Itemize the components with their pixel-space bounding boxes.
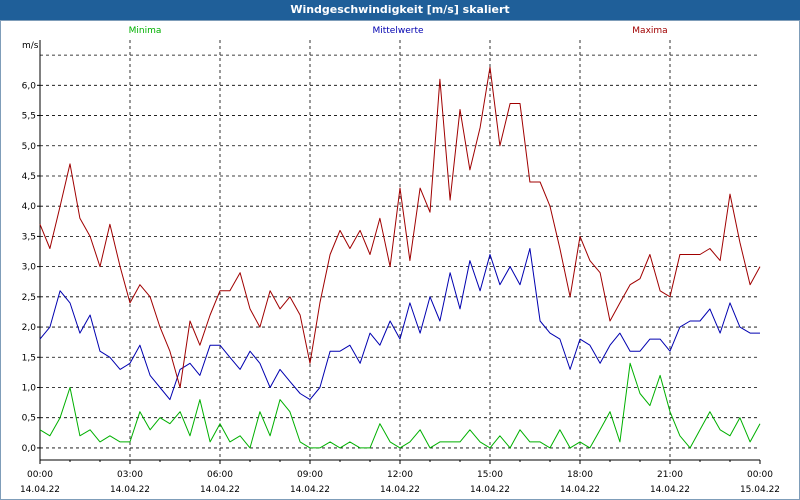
series-line-mittelwerte bbox=[39, 248, 760, 401]
y-tick-label: 3,0 bbox=[22, 263, 37, 273]
x-tick-time-label: 06:00 bbox=[207, 470, 233, 480]
y-tick-label: 0,5 bbox=[22, 414, 36, 424]
x-tick-date-label: 14.04.22 bbox=[290, 485, 330, 495]
y-tick-label: 1,0 bbox=[22, 383, 37, 393]
y-tick-label: 4,5 bbox=[22, 172, 36, 182]
x-tick-date-label: 14.04.22 bbox=[470, 485, 510, 495]
x-tick-date-label: 14.04.22 bbox=[650, 485, 690, 495]
y-tick-label: 6,0 bbox=[22, 81, 37, 91]
x-tick-date-label: 14.04.22 bbox=[560, 485, 600, 495]
y-tick-label: 2,5 bbox=[22, 293, 36, 303]
y-tick-label: 2,0 bbox=[22, 323, 37, 333]
y-tick-label: 5,5 bbox=[22, 112, 36, 122]
legend-mittelwerte: Mittelwerte bbox=[372, 26, 423, 36]
y-axis-unit-label: m/s bbox=[22, 41, 39, 51]
x-tick-date-label: 14.04.22 bbox=[20, 485, 60, 495]
y-tick-label: 4,0 bbox=[22, 202, 37, 212]
x-tick-time-label: 12:00 bbox=[387, 470, 413, 480]
y-tick-label: 5,0 bbox=[22, 142, 37, 152]
x-tick-time-label: 00:00 bbox=[747, 470, 773, 480]
x-tick-date-label: 14.04.22 bbox=[200, 485, 240, 495]
x-tick-date-label: 14.04.22 bbox=[110, 485, 150, 495]
legend-maxima: Maxima bbox=[632, 26, 667, 36]
x-tick-time-label: 18:00 bbox=[567, 470, 593, 480]
legend-minima: Minima bbox=[129, 26, 162, 36]
y-tick-label: 1,5 bbox=[22, 353, 36, 363]
x-tick-time-label: 15:00 bbox=[477, 470, 503, 480]
x-tick-time-label: 21:00 bbox=[657, 470, 683, 480]
y-tick-label: 3,5 bbox=[22, 232, 36, 242]
chart-title: Windgeschwindigkeit [m/s] skaliert bbox=[0, 0, 800, 20]
x-tick-time-label: 09:00 bbox=[297, 470, 323, 480]
series-line-minima bbox=[39, 362, 761, 449]
x-tick-date-label: 14.04.22 bbox=[380, 485, 420, 495]
x-tick-date-label: 15.04.22 bbox=[740, 485, 780, 495]
x-tick-time-label: 00:00 bbox=[27, 470, 53, 480]
series-line-maxima bbox=[39, 66, 761, 388]
y-tick-label: 0,0 bbox=[22, 444, 37, 454]
x-tick-time-label: 03:00 bbox=[117, 470, 143, 480]
